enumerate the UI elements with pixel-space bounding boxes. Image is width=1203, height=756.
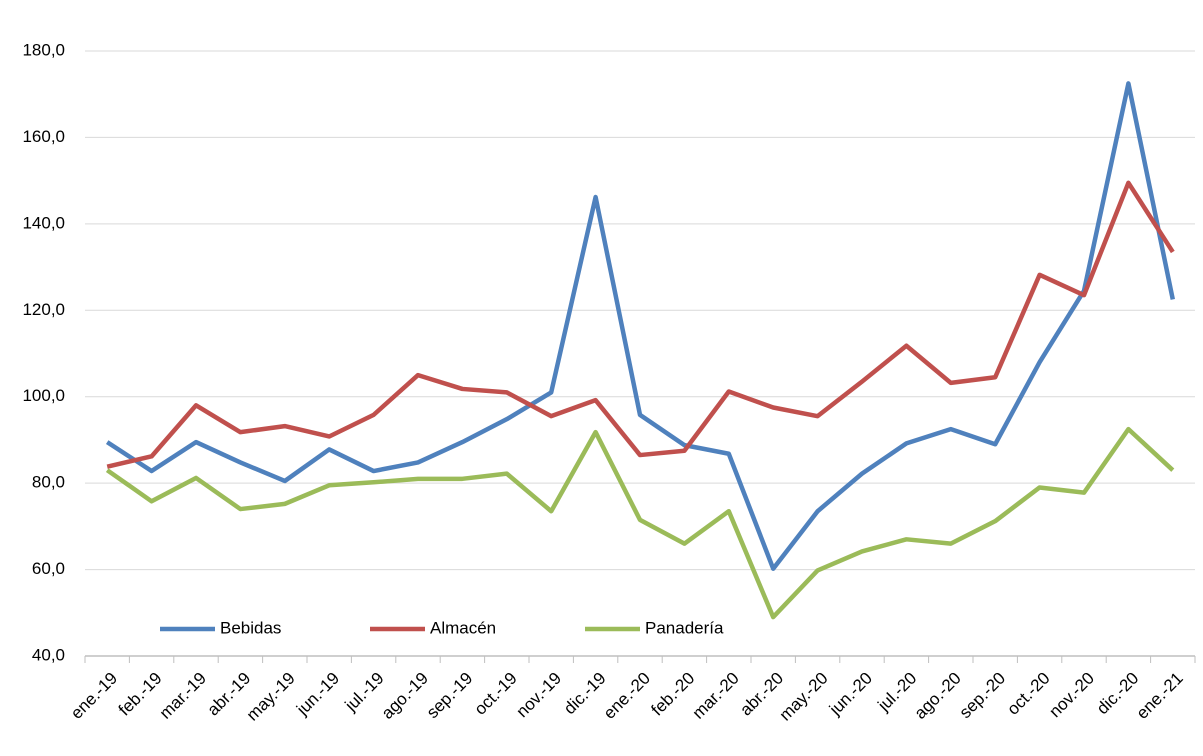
legend-label: Bebidas [220, 618, 281, 637]
x-tick-label: sep.-19 [423, 669, 477, 723]
x-tick-label: ene.-21 [1133, 669, 1187, 723]
y-tick-label: 80,0 [32, 473, 65, 492]
x-tick-label: oct.-20 [1003, 669, 1053, 719]
x-tick-label: nov.-20 [1045, 669, 1098, 722]
x-tick-label: jun.-19 [292, 669, 343, 720]
x-tick-label: mar.-20 [689, 669, 743, 723]
x-tick-label: jun.-20 [825, 669, 876, 720]
series-line [105, 426, 1175, 620]
y-tick-label: 160,0 [22, 127, 65, 146]
x-tick-label: may.-19 [243, 669, 299, 725]
legend-label: Almacén [430, 618, 496, 637]
x-tick-label: ago.-20 [911, 669, 965, 723]
y-tick-label: 40,0 [32, 645, 65, 664]
y-tick-label: 60,0 [32, 559, 65, 578]
x-tick-label: ago.-19 [378, 669, 432, 723]
legend-label: Panadería [645, 618, 724, 637]
x-tick-label: oct.-19 [471, 669, 521, 719]
x-tick-label: ene.-20 [600, 669, 654, 723]
x-tick-label: may.-20 [776, 669, 832, 725]
x-tick-label: ene.-19 [67, 669, 121, 723]
y-tick-label: 180,0 [22, 40, 65, 59]
x-tick-label: nov.-19 [513, 669, 566, 722]
series-line [106, 180, 1175, 469]
y-tick-label: 100,0 [22, 386, 65, 405]
y-tick-label: 120,0 [22, 300, 65, 319]
series-line [105, 81, 1176, 571]
x-tick-label: sep.-20 [956, 669, 1010, 723]
y-tick-label: 140,0 [22, 213, 65, 232]
x-tick-label: mar.-19 [156, 669, 210, 723]
